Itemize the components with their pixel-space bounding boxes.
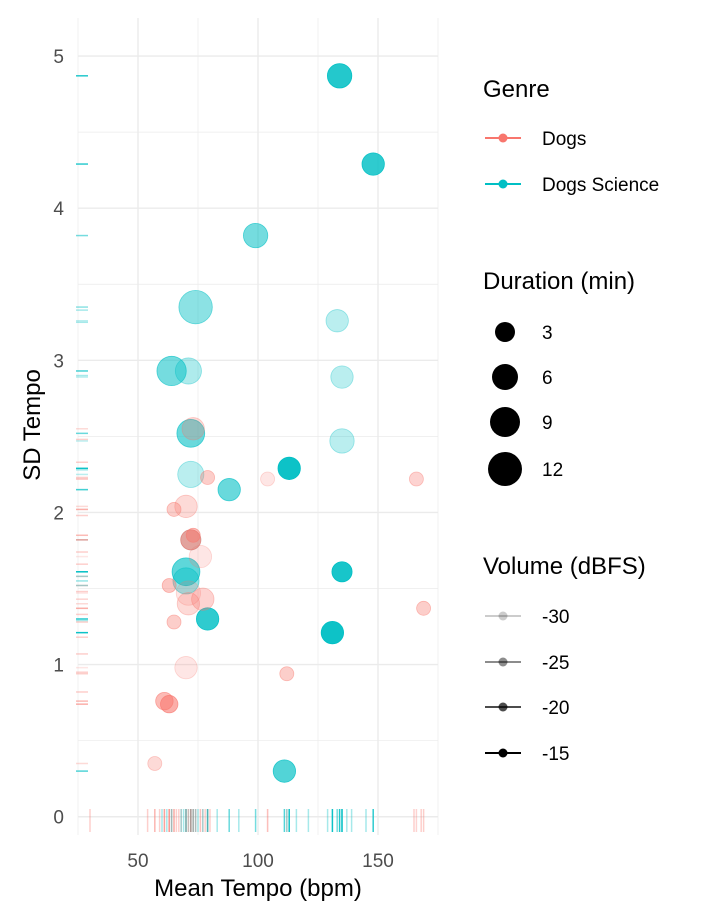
point-dogs bbox=[416, 600, 432, 616]
legend-duration-9-label: 9 bbox=[542, 413, 553, 434]
legend-duration-6-key bbox=[492, 364, 518, 390]
legend-duration-3-key bbox=[495, 322, 515, 342]
rug-marks bbox=[76, 75, 425, 832]
legend-volume-15-label: -15 bbox=[542, 744, 569, 765]
x-tick-label: 150 bbox=[362, 851, 394, 872]
point-dogs-science bbox=[331, 561, 353, 583]
point-dogs bbox=[191, 587, 215, 611]
point-dogs-science bbox=[272, 759, 296, 783]
legend-genre: Genre Dogs Dogs Science bbox=[483, 76, 659, 196]
y-axis-title: SD Tempo bbox=[19, 369, 46, 481]
point-dogs bbox=[176, 592, 200, 616]
legend-duration-title: Duration (min) bbox=[483, 268, 635, 295]
point-dogs bbox=[200, 470, 216, 485]
point-dogs-science bbox=[176, 419, 206, 448]
legend-dogs-label: Dogs bbox=[542, 129, 586, 150]
legend-volume: Volume (dBFS) -30 -25 -20 -15 bbox=[483, 553, 646, 765]
legend-duration-12-key bbox=[488, 452, 522, 486]
legend-volume-15-key-point bbox=[498, 748, 508, 758]
legend-volume-20-label: -20 bbox=[542, 698, 569, 719]
y-tick-label: 1 bbox=[53, 656, 64, 677]
point-dogs-science bbox=[329, 428, 355, 454]
point-dogs bbox=[166, 502, 182, 517]
y-tick-label: 0 bbox=[53, 808, 64, 829]
point-dogs bbox=[161, 578, 177, 593]
point-dogs-science bbox=[361, 152, 385, 176]
legend-volume-25-key-point bbox=[498, 657, 508, 667]
x-tick-label: 50 bbox=[127, 851, 148, 872]
y-tick-label: 4 bbox=[53, 199, 64, 220]
point-dogs-science bbox=[217, 478, 241, 502]
point-dogs-science bbox=[156, 355, 187, 387]
legend-dogs-key-point bbox=[498, 133, 508, 143]
legend-volume-20-key-point bbox=[498, 702, 508, 712]
point-dogs-science bbox=[177, 460, 205, 488]
point-dogs-science bbox=[320, 621, 344, 645]
legend-volume-30-label: -30 bbox=[542, 607, 569, 628]
point-dogs bbox=[188, 544, 212, 569]
point-dogs-science bbox=[174, 357, 202, 385]
x-tick-label: 100 bbox=[242, 851, 274, 872]
point-dogs bbox=[175, 580, 201, 606]
legend-duration-3-label: 3 bbox=[542, 323, 553, 344]
point-dogs bbox=[174, 656, 198, 680]
y-tick-label: 3 bbox=[53, 351, 64, 372]
legend-genre-title: Genre bbox=[483, 76, 550, 103]
point-dogs-science bbox=[171, 557, 201, 587]
point-dogs bbox=[185, 527, 201, 543]
point-dogs bbox=[260, 471, 276, 487]
x-axis-title: Mean Tempo (bpm) bbox=[154, 875, 362, 902]
legend-duration-9-key bbox=[490, 407, 520, 437]
point-dogs-science bbox=[327, 63, 353, 89]
point-dogs-science bbox=[325, 309, 349, 333]
legend-volume-25-label: -25 bbox=[542, 653, 569, 674]
point-dogs-science bbox=[172, 567, 200, 595]
y-tick-label: 2 bbox=[53, 503, 64, 524]
data-points bbox=[147, 63, 432, 783]
point-dogs bbox=[408, 471, 424, 487]
legend-volume-30-key-point bbox=[498, 611, 508, 621]
legend-volume-title: Volume (dBFS) bbox=[483, 553, 646, 580]
legend-duration: Duration (min) 3 6 9 12 bbox=[483, 268, 635, 486]
point-dogs bbox=[181, 417, 205, 441]
point-dogs-science bbox=[196, 607, 220, 631]
point-dogs bbox=[180, 529, 202, 551]
point-dogs bbox=[279, 666, 295, 682]
y-tick-label: 5 bbox=[53, 47, 64, 68]
grid bbox=[77, 18, 439, 835]
point-dogs-science bbox=[178, 289, 213, 325]
point-dogs bbox=[147, 756, 163, 771]
point-dogs-science bbox=[277, 456, 301, 480]
point-dogs-science bbox=[330, 365, 354, 389]
tick-labels: 50 100 150 0 1 2 3 4 5 bbox=[53, 47, 393, 872]
legend-duration-6-label: 6 bbox=[542, 368, 553, 389]
point-dogs-science bbox=[243, 222, 269, 249]
point-dogs bbox=[166, 614, 182, 630]
point-dogs bbox=[160, 695, 179, 714]
point-dogs bbox=[174, 494, 198, 518]
legend-dogs-science-label: Dogs Science bbox=[542, 175, 659, 196]
legend-duration-12-label: 12 bbox=[542, 460, 563, 481]
legend-dogs-science-key-point bbox=[498, 179, 508, 189]
